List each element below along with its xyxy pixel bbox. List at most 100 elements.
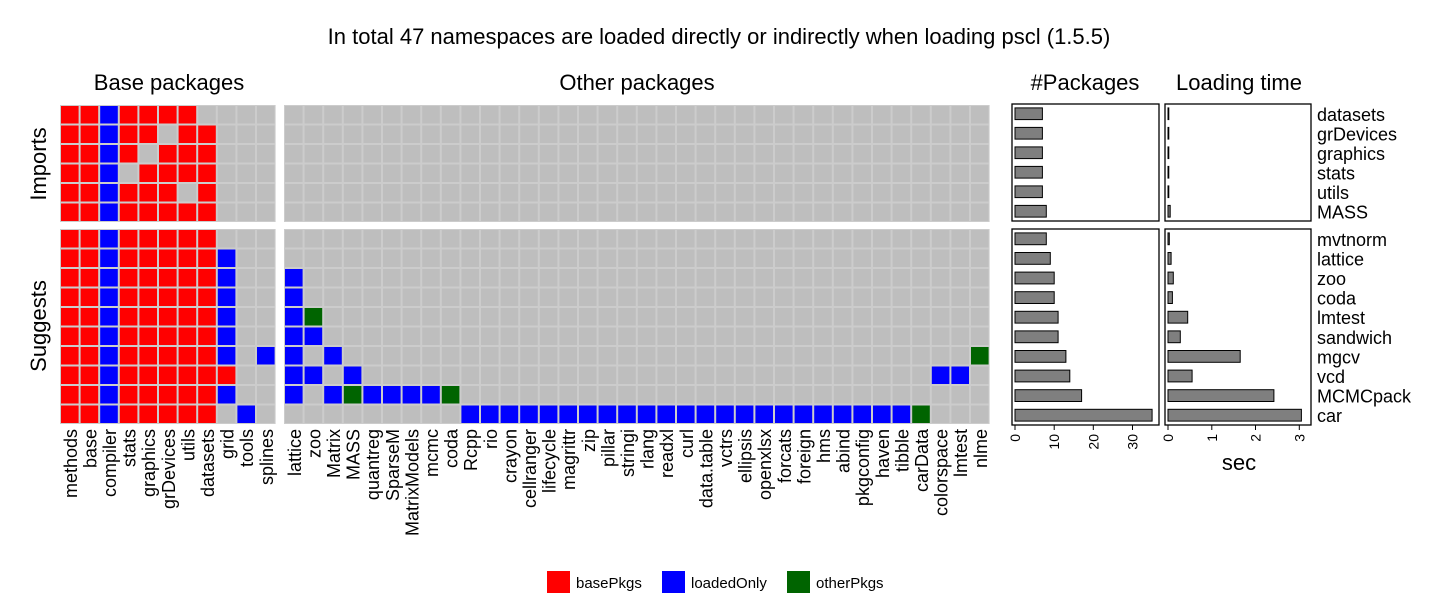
cell-coda-forcats [775,288,793,306]
column-label-cardata: carData [912,428,932,492]
cell-mgcv-zoo [304,347,323,365]
cell-car-datasets [198,405,216,423]
cell-mgcv-ellipsis [735,347,754,365]
cell-mgcv-abind [833,347,852,365]
cell-lattice-splines [257,249,275,267]
cell-mass-crayon [500,203,519,221]
cell-stats-magrittr [559,164,577,182]
cell-lmtest-matrixmodels [402,308,421,326]
time-tick-label: 2 [1248,434,1264,442]
cell-lmtest-pkgconfig [853,308,871,326]
cell-graphics-vctrs [716,145,734,163]
cell-sandwich-compiler [100,327,118,345]
column-label-abind: abind [834,429,854,473]
cell-sandwich-readxl [657,327,675,345]
cell-graphics-lattice [285,145,303,163]
cell-grdevices-tibble [892,125,911,143]
cell-mvtnorm-mass [343,230,362,248]
cell-grdevices-coda [441,125,460,143]
cell-graphics-coda [441,145,460,163]
cell-zoo-stats [119,269,138,287]
cell-lmtest-colorspace [931,308,950,326]
cell-lmtest-methods [61,308,79,326]
count-tick-label: 10 [1046,434,1062,450]
cell-lmtest-cellranger [520,308,538,326]
cell-datasets-lattice [285,106,303,124]
cell-vcd-lifecycle [539,366,558,384]
cell-utils-grid [217,184,236,202]
cell-lmtest-lmtest [951,308,969,326]
cell-mvtnorm-rlang [637,230,656,248]
cell-vcd-base [80,366,99,384]
cell-zoo-pillar [598,269,617,287]
cell-graphics-rio [481,145,499,163]
cell-mvtnorm-lattice [285,230,303,248]
cell-mass-quantreg [363,203,381,221]
cell-mgcv-forcats [775,347,793,365]
cell-stats-grdevices [159,164,177,182]
cell-mcmcpack-lmtest [951,386,969,404]
column-label-vctrs: vctrs [716,429,736,467]
row-label-graphics: graphics [1317,144,1385,164]
cell-utils-mcmc [422,184,440,202]
cell-mvtnorm-splines [257,230,275,248]
cell-mass-sparsem [383,203,401,221]
cell-datasets-base [80,106,99,124]
row-label-utils: utils [1317,183,1349,203]
cell-coda-matrixmodels [402,288,421,306]
count-bar-lattice [1014,252,1051,265]
cell-mass-openxlsx [755,203,773,221]
cell-car-rio [481,405,499,423]
cell-vcd-lattice [285,366,303,384]
cell-mcmcpack-pkgconfig [853,386,871,404]
cell-mcmcpack-curl [677,386,695,404]
cell-graphics-grdevices [159,145,177,163]
cell-sandwich-cellranger [520,327,538,345]
time-bar-coda [1167,291,1173,305]
cell-graphics-grid [217,145,236,163]
cell-sandwich-vctrs [716,327,734,345]
cell-lmtest-cardata [912,308,930,326]
cell-stats-hms [814,164,832,182]
cell-lattice-grdevices [159,249,177,267]
cell-datasets-abind [833,106,852,124]
cell-lmtest-tools [237,308,255,326]
cell-zoo-crayon [500,269,519,287]
column-label-magrittr: magrittr [559,429,579,490]
cell-car-grid [217,405,236,423]
cell-datasets-utils [178,106,197,124]
cell-coda-magrittr [559,288,577,306]
cell-coda-lmtest [951,288,969,306]
count-bar-mgcv [1014,350,1067,363]
cell-mgcv-zip [579,347,597,365]
legend-swatch-otherpkgs [787,571,810,593]
cell-stats-zoo [304,164,323,182]
cell-utils-hms [814,184,832,202]
cell-mvtnorm-vctrs [716,230,734,248]
cell-graphics-pillar [598,145,617,163]
cell-mvtnorm-pillar [598,230,617,248]
time-bar-mcmcpack [1167,389,1275,403]
cell-lmtest-forcats [775,308,793,326]
cell-utils-methods [61,184,79,202]
cell-mcmcpack-tibble [892,386,911,404]
cell-stats-datasets [198,164,216,182]
cell-sandwich-rcpp [461,327,479,345]
cell-stats-haven [873,164,891,182]
cell-mass-hms [814,203,832,221]
cell-grdevices-pkgconfig [853,125,871,143]
cell-car-base [80,405,99,423]
cell-zoo-grdevices [159,269,177,287]
count-bar-grdevices [1014,126,1043,140]
cell-coda-openxlsx [755,288,773,306]
cell-lattice-magrittr [559,249,577,267]
cell-stats-quantreg [363,164,381,182]
cell-vcd-lmtest [951,366,969,384]
cell-stats-colorspace [931,164,950,182]
cell-mvtnorm-lifecycle [539,230,558,248]
cell-car-abind [833,405,852,423]
column-label-splines: splines [257,429,277,485]
cell-datasets-datasets [198,106,216,124]
cell-datasets-grdevices [159,106,177,124]
cell-zoo-pkgconfig [853,269,871,287]
